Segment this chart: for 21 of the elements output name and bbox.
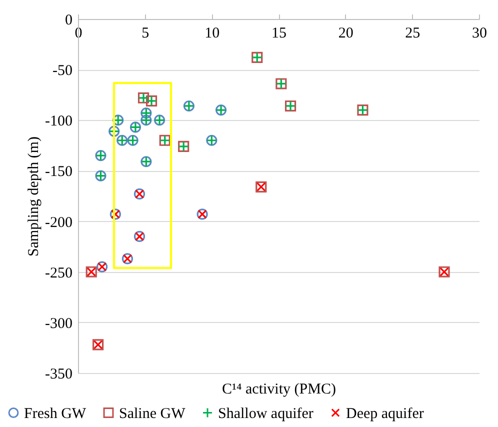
y-tick-label: -250 [45, 265, 72, 282]
x-tick-label: 30 [472, 26, 487, 42]
x-axis-title: C¹⁴ activity (PMC) [222, 382, 336, 398]
legend-label: Fresh GW [24, 406, 87, 422]
y-tick-label: -300 [45, 316, 72, 332]
y-tick-label: -150 [45, 164, 72, 180]
x-tick-label: 5 [142, 26, 150, 42]
y-axis-title: Sampling depth (m) [26, 136, 42, 256]
y-tick-label: -100 [45, 114, 72, 130]
y-tick-label: -50 [52, 63, 72, 80]
x-tick-label: 15 [272, 26, 286, 42]
x-tick-label: 20 [338, 26, 354, 42]
x-tick-label: 25 [405, 26, 420, 42]
y-tick-label: 0 [65, 12, 72, 28]
x-tick-label: 0 [74, 26, 82, 42]
y-tick-label: -350 [45, 366, 72, 382]
legend-label: Saline GW [119, 406, 186, 422]
legend-label: Deep aquifer [346, 406, 424, 422]
y-tick-label: -200 [45, 214, 72, 231]
legend-label: Shallow aquifer [218, 406, 314, 422]
x-tick-label: 10 [204, 26, 220, 42]
